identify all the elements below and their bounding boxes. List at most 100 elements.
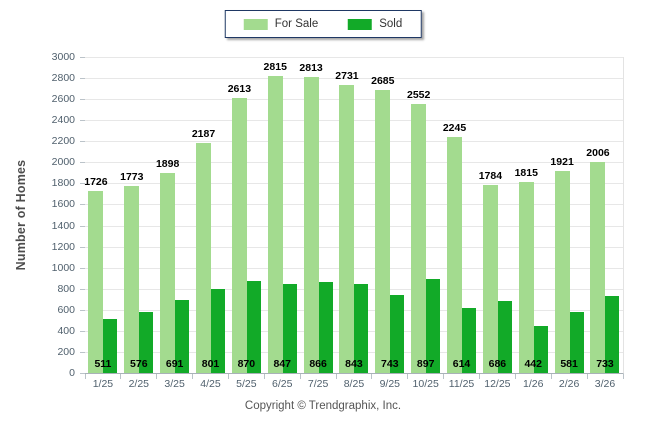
for-sale-bar <box>124 186 140 373</box>
for-sale-bar <box>339 85 355 373</box>
x-axis-label: 7/25 <box>307 378 329 390</box>
sold-bar <box>139 312 154 373</box>
for-sale-bar <box>482 185 498 373</box>
for-sale-value-label: 1921 <box>550 156 574 168</box>
x-tick-mark <box>514 374 516 379</box>
for-sale-value-label: 1898 <box>155 158 180 170</box>
gridline <box>85 78 623 79</box>
sold-bar <box>605 296 620 373</box>
for-sale-bar <box>196 143 211 373</box>
x-tick-mark <box>84 374 86 379</box>
x-tick-mark <box>335 374 337 379</box>
bar-group: 2685 743 <box>371 57 408 373</box>
y-tick-mark <box>80 57 85 58</box>
y-axis: 0 200 400 600 800 1000 1200 1400 1600 1800 2000 220… <box>0 51 85 379</box>
for-sale-value-label: 2187 <box>191 128 216 140</box>
sold-value-label: 897 <box>416 358 435 370</box>
x-tick-mark <box>299 374 301 379</box>
gridline <box>85 57 623 58</box>
x-axis-label: 12/25 <box>484 378 511 390</box>
sold-value-label: 843 <box>345 358 363 370</box>
sold-bar <box>103 319 118 373</box>
legend: For Sale Sold <box>224 10 422 38</box>
x-tick-mark <box>586 374 588 379</box>
x-axis-label: 1/26 <box>523 378 544 390</box>
sold-value-label: 801 <box>201 358 220 370</box>
sold-value-label: 686 <box>488 358 507 370</box>
sold-bar <box>426 279 441 373</box>
y-axis-tick-label: 2800 <box>51 72 75 84</box>
x-tick-mark <box>120 374 122 379</box>
y-axis-tick-label: 2400 <box>51 114 75 126</box>
bar-group: 2815 847 <box>264 57 300 373</box>
x-axis-label: 2/26 <box>558 378 580 390</box>
sold-bar <box>282 284 297 373</box>
sold-value-label: 581 <box>560 358 578 370</box>
x-tick-mark <box>622 374 624 379</box>
y-axis-tick-label: 600 <box>57 304 75 316</box>
x-tick-mark <box>407 374 409 379</box>
legend-item-sold: Sold <box>348 18 402 30</box>
x-tick-mark <box>192 374 194 379</box>
y-axis-tick-label: 800 <box>57 283 75 295</box>
x-tick-mark <box>371 374 373 379</box>
bar-group: 2552 897 <box>407 57 444 373</box>
x-tick-mark <box>550 374 552 379</box>
y-tick-mark <box>80 226 85 227</box>
y-tick-mark <box>80 331 85 332</box>
y-axis-tick-label: 3000 <box>51 51 75 63</box>
sold-bar <box>318 282 333 373</box>
sold-value-label: 870 <box>237 358 256 370</box>
sold-bar <box>462 308 477 373</box>
y-axis-tick-label: 1000 <box>51 262 75 274</box>
x-tick-mark <box>263 374 265 379</box>
bar-group: 1921 581 <box>550 57 587 373</box>
for-sale-value-label: 2552 <box>406 89 431 101</box>
for-sale-bar <box>303 77 319 373</box>
x-axis-label: 6/25 <box>272 378 293 390</box>
bar-group: 2006 733 <box>586 57 623 373</box>
x-tick-mark <box>443 374 445 379</box>
x-axis-label: 10/25 <box>412 378 439 390</box>
for-sale-bar <box>554 171 570 373</box>
x-axis-label: 1/25 <box>92 378 114 390</box>
x-axis-label: 5/25 <box>236 378 257 390</box>
bar-group: 1898 691 <box>156 57 193 373</box>
y-axis-tick-label: 2000 <box>51 156 75 168</box>
x-axis-label: 2/25 <box>128 378 149 390</box>
sold-value-label: 511 <box>94 358 112 370</box>
x-axis-label: 9/25 <box>379 378 401 390</box>
for-sale-bar <box>267 76 283 373</box>
y-tick-mark <box>80 289 85 290</box>
sold-value-label: 576 <box>130 358 148 370</box>
plot-area: 1726 511 1773 576 1898 691 2187 801 2613 870 2815 8… <box>84 57 624 379</box>
sold-bar <box>497 301 512 373</box>
x-axis-label: 8/25 <box>343 378 365 390</box>
for-sale-bar <box>411 104 427 373</box>
bar-group: 2187 801 <box>192 57 229 373</box>
sold-swatch <box>348 18 373 30</box>
y-tick-mark <box>80 373 85 374</box>
x-axis-label: 11/25 <box>448 378 475 390</box>
for-sale-value-label: 2731 <box>335 70 359 82</box>
for-sale-swatch <box>243 18 268 30</box>
sold-value-label: 866 <box>309 358 327 370</box>
for-sale-bar <box>447 137 463 373</box>
for-sale-value-label: 1773 <box>120 171 144 183</box>
for-sale-value-label: 1726 <box>84 176 108 188</box>
bar-group: 1726 511 <box>84 57 121 373</box>
for-sale-bar <box>231 98 247 373</box>
y-axis-tick-label: 1200 <box>51 241 75 253</box>
y-tick-mark <box>80 204 85 205</box>
sold-bar <box>569 312 584 373</box>
sold-bar <box>533 326 548 373</box>
bar-group: 1815 442 <box>515 57 551 373</box>
y-tick-mark <box>80 78 85 79</box>
sold-value-label: 691 <box>165 358 184 370</box>
for-sale-value-label: 2813 <box>299 62 323 74</box>
bar-group: 1784 686 <box>479 57 515 373</box>
copyright-text: Copyright © Trendgraphix, Inc. <box>244 400 402 412</box>
x-axis-labels: 1/25 2/25 3/25 4/25 5/25 6/25 7/25 8/25 9/25 10/2… <box>85 378 623 390</box>
sold-value-label: 733 <box>596 358 614 370</box>
